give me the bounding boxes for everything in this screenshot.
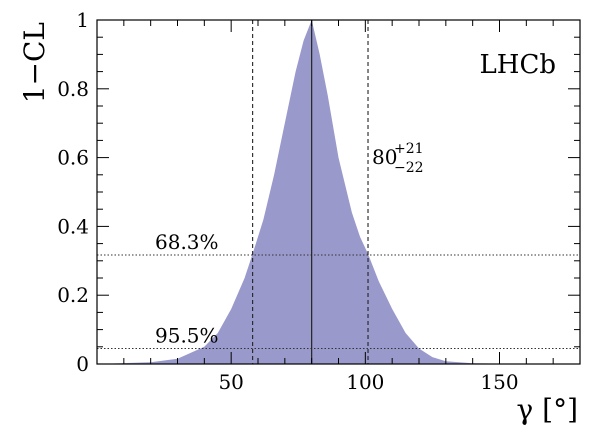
result-annotation: 80 [372,145,397,169]
experiment-label: LHCb [480,50,556,80]
cl-line-label-1: 95.5% [155,324,219,348]
cl-scan-area [97,20,580,364]
y-tick-label: 0 [76,352,89,376]
y-tick-label: 0.4 [57,214,89,238]
result-plus: +21 [394,141,424,157]
x-tick-label: 150 [480,370,518,394]
x-tick-label: 50 [218,370,243,394]
y-tick-label: 0.8 [57,77,89,101]
y-tick-label: 0.6 [57,146,89,170]
result-minus: −22 [394,160,424,176]
cl-line-label-0: 68.3% [155,230,219,254]
y-tick-label: 0.2 [57,283,89,307]
x-axis-label: γ [°] [517,393,578,426]
y-axis-label: 1−CL [18,22,51,103]
y-tick-label: 1 [76,8,89,32]
x-tick-label: 100 [346,370,384,394]
result-value: 80 [372,145,397,169]
